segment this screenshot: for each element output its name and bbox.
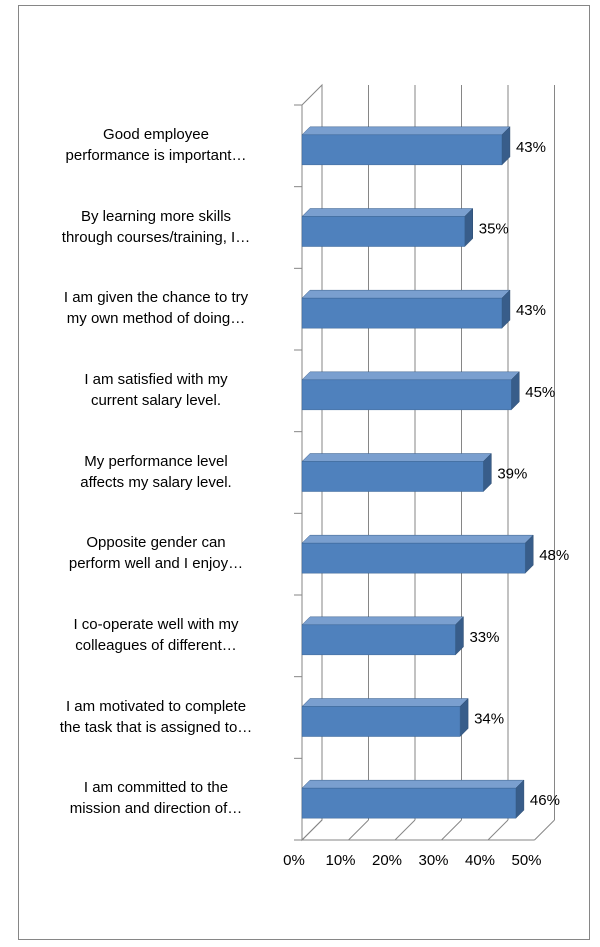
x-tick-label: 10%	[325, 852, 355, 869]
grid-line-floor	[348, 819, 369, 841]
data-label: 43%	[516, 302, 546, 319]
data-label: 33%	[469, 629, 499, 646]
x-tick-label: 30%	[418, 852, 448, 869]
y-tick-label: My performance level affects my salary l…	[80, 452, 232, 491]
bar	[301, 216, 465, 247]
x-tick-label: 50%	[511, 852, 541, 869]
y-tick-label: By learning more skills through courses/…	[61, 207, 251, 246]
grid-line-floor	[394, 819, 416, 841]
bar	[301, 461, 484, 492]
bar	[301, 134, 503, 166]
bar-top	[301, 534, 534, 544]
bar-top	[301, 616, 465, 626]
y-tick-label: I am committed to the mission and direct…	[69, 779, 243, 818]
bar-top	[301, 698, 469, 707]
bar-top	[301, 289, 511, 299]
grid-line-floor	[487, 819, 509, 841]
y-tick-label: I am given the chance to try my own meth…	[63, 289, 249, 328]
bar	[301, 787, 517, 819]
bar	[301, 379, 512, 411]
x-tick-label: 0%	[283, 852, 305, 869]
grid-line-floor	[534, 819, 555, 841]
grid-line-floor	[301, 819, 323, 841]
data-label: 39%	[497, 465, 527, 482]
bar-top	[301, 126, 511, 136]
bar	[301, 542, 526, 574]
data-label: 34%	[474, 710, 504, 727]
bar	[301, 624, 456, 656]
y-tick-label: Opposite gender can perform well and I e…	[68, 534, 244, 573]
y-tick-label: I co-operate well with my colleagues of …	[73, 615, 239, 654]
grid-line-floor	[441, 819, 462, 841]
data-label: 45%	[525, 384, 555, 401]
y-tick-label: Good employee performance is important…	[65, 125, 247, 164]
bar-top	[301, 779, 525, 789]
bar	[301, 706, 461, 737]
data-label: 48%	[539, 547, 569, 564]
y-tick-label: I am motivated to complete the task that…	[59, 697, 253, 736]
x-tick-label: 20%	[372, 852, 402, 869]
bar-top	[301, 371, 520, 381]
x-tick-label: 40%	[465, 852, 495, 869]
y-tick-label: I am satisfied with my current salary le…	[84, 370, 228, 409]
bar-top	[301, 208, 474, 217]
bar	[301, 297, 503, 329]
bar-top	[301, 453, 492, 462]
data-label: 43%	[516, 139, 546, 156]
data-label: 46%	[530, 792, 560, 809]
data-label: 35%	[479, 220, 509, 237]
